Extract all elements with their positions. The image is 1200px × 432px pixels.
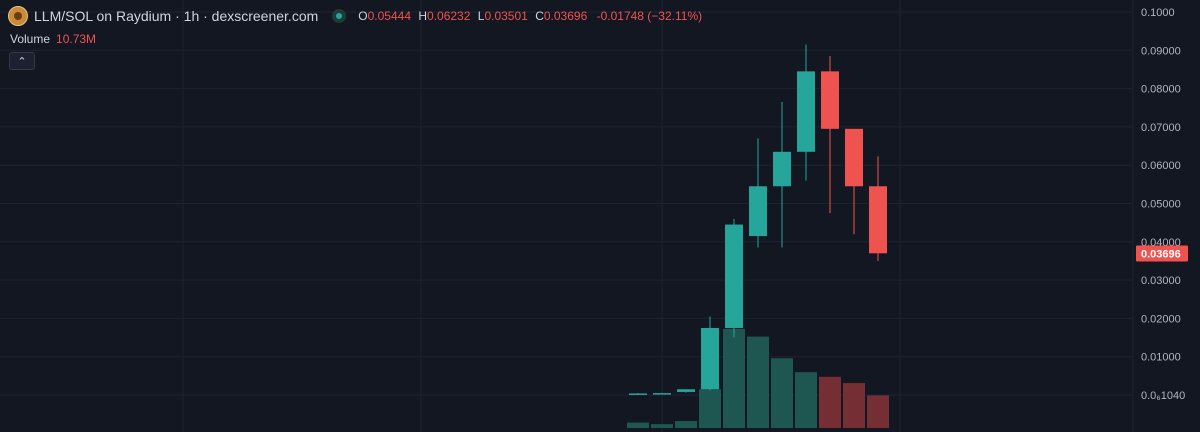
candle-body xyxy=(749,186,767,237)
price-candles xyxy=(629,44,887,395)
y-tick-label: 0.08000 xyxy=(1141,84,1181,96)
candle-body xyxy=(821,71,839,129)
candle-body xyxy=(701,327,719,390)
low-value: 0.03501 xyxy=(484,9,528,23)
volume-bar xyxy=(795,372,817,428)
volume-bar xyxy=(771,358,793,428)
y-tick-label: 0.03000 xyxy=(1141,275,1181,287)
chart-grid xyxy=(0,0,1134,432)
last-price-tag xyxy=(1136,245,1188,262)
low-label: L xyxy=(477,9,485,23)
volume-bar xyxy=(699,389,721,428)
chart-legend: LLM/SOL on Raydium · 1h · dexscreener.co… xyxy=(8,6,702,26)
volume-bars xyxy=(627,328,889,428)
volume-bar xyxy=(723,328,745,428)
candle-body xyxy=(629,393,647,395)
y-tick-label: 0.09000 xyxy=(1141,45,1181,57)
candle-body xyxy=(797,71,815,152)
high-label: H xyxy=(418,9,428,23)
volume-legend: Volume 10.73M xyxy=(10,32,96,46)
volume-bar xyxy=(675,421,697,428)
y-tick-label: 0.05000 xyxy=(1141,199,1181,211)
candle-body xyxy=(845,128,863,187)
y-tick-label: 0.01000 xyxy=(1141,352,1181,364)
volume-label: Volume xyxy=(10,32,51,46)
y-tick-label: 0.0₆1040 xyxy=(1141,390,1185,402)
high-value: 0.06232 xyxy=(427,9,471,23)
volume-bar xyxy=(867,395,889,428)
y-tick-label: 0.06000 xyxy=(1141,160,1181,172)
volume-bar xyxy=(651,424,673,428)
candle-body xyxy=(653,393,671,395)
volume-value: 10.73M xyxy=(56,32,97,46)
y-tick-label: 0.02000 xyxy=(1141,313,1181,325)
ohlc-readout: O0.05444 H0.06232 L0.03501 C0.03696 -0.0… xyxy=(354,9,702,23)
candle-body xyxy=(677,389,695,392)
candle-body xyxy=(869,186,887,254)
candle-body xyxy=(773,151,791,187)
chart-title: LLM/SOL on Raydium · 1h · dexscreener.co… xyxy=(34,8,319,24)
open-label: O xyxy=(358,9,368,23)
open-value: 0.05444 xyxy=(367,9,412,23)
close-label: C xyxy=(535,9,544,23)
change-value: -0.01748 (−32.11%) xyxy=(596,9,703,23)
collapse-legend-button[interactable]: ⌃ xyxy=(9,52,35,70)
candle-body xyxy=(725,224,743,328)
volume-bar xyxy=(627,422,649,428)
y-tick-label: 0.07000 xyxy=(1141,122,1181,134)
market-status-icon[interactable] xyxy=(332,9,347,23)
volume-bar xyxy=(843,383,865,428)
volume-bar xyxy=(819,376,841,428)
price-axis: 0.1000 0.09000 0.08000 0.07000 0.06000 0.0500… xyxy=(1136,7,1188,402)
y-tick-label: 0.1000 xyxy=(1141,7,1175,19)
chevron-up-icon: ⌃ xyxy=(17,55,27,68)
token-logo-icon xyxy=(8,6,28,26)
last-price-label: 0.03696 xyxy=(1141,248,1181,260)
volume-bar xyxy=(747,336,769,428)
close-value: 0.03696 xyxy=(543,9,588,23)
